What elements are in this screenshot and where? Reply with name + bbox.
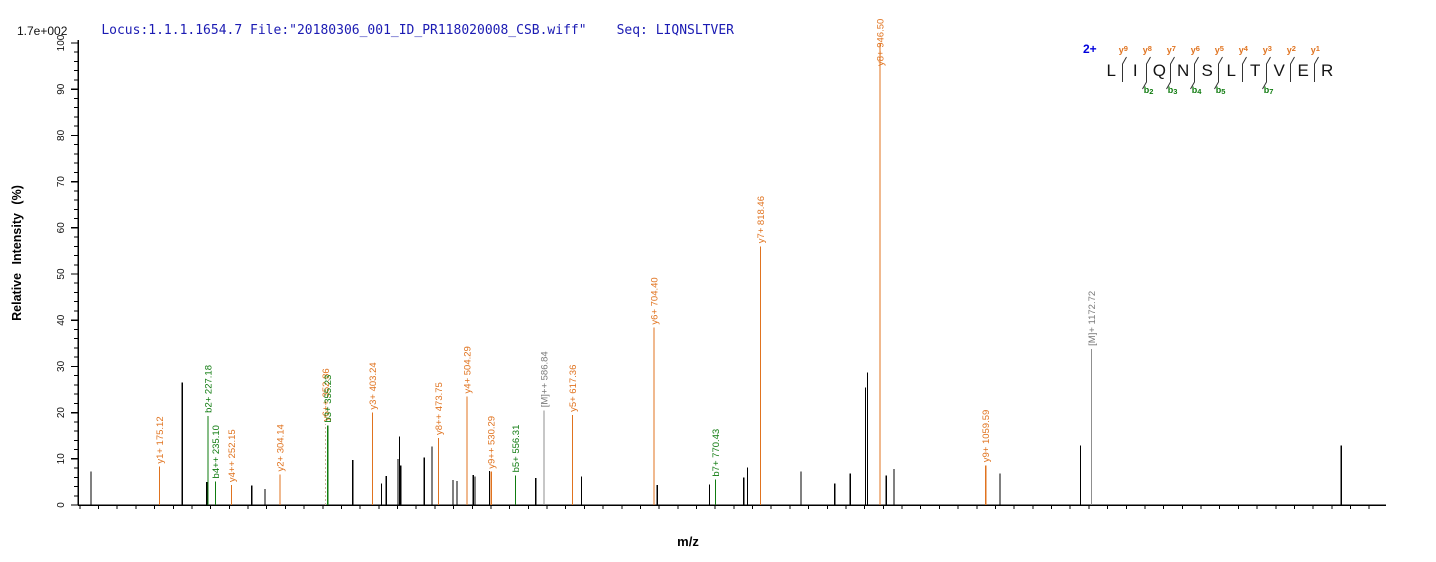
residue-letter: L: [1226, 60, 1236, 80]
peak-label: b4++ 235.10: [211, 425, 222, 478]
peak-label: [M]++ 586.84: [540, 351, 551, 407]
peak-label: y9+ 1059.59: [981, 410, 992, 463]
peak-label: b3+ 355.23: [323, 375, 334, 423]
locus-file-label: Locus:1.1.1.1654.7 File:"20180306_001_ID…: [101, 23, 587, 38]
b-ion-label: b4: [1191, 85, 1202, 96]
peak-label: y8+ 946.50: [876, 19, 887, 66]
max-intensity-label: 1.7e+002: [17, 24, 68, 38]
cleavage-mark-icon: [1141, 56, 1151, 90]
fragment-boundary: y9: [1118, 44, 1129, 93]
y-tick-label: 70: [56, 176, 67, 188]
cleavage-mark-icon: [1213, 56, 1223, 90]
y-tick-label: 40: [56, 314, 67, 326]
residue-letter: V: [1273, 60, 1285, 80]
peak-label: y6++ 352.86: [321, 368, 332, 421]
residue-letter: S: [1201, 60, 1213, 80]
residue-letter: I: [1132, 60, 1138, 80]
y-tick-label: 0: [56, 502, 67, 508]
cleavage-mark-icon: [1165, 56, 1175, 90]
fragment-boundary: y6 b4: [1189, 44, 1202, 96]
cleavage-mark-icon: [1121, 56, 1127, 82]
spectrum-header: Locus:1.1.1.1654.7 File:"20180306_001_ID…: [70, 8, 734, 53]
peak-label: y5+ 617.36: [568, 365, 579, 412]
residue-letter: T: [1249, 60, 1261, 80]
y-ion-label: y8: [1142, 44, 1152, 55]
y-ion-label: y1: [1310, 44, 1320, 55]
fragment-boundary: y1: [1310, 44, 1321, 93]
cleavage-mark-icon: [1189, 56, 1199, 90]
peak-label: [M]+ 1172.72: [1087, 291, 1098, 346]
peak-label: y6+ 704.40: [649, 277, 660, 324]
y-axis-title: Relative Intensity (%): [10, 185, 24, 321]
fragment-boundary: y8 b2: [1141, 44, 1154, 96]
residue-letter: E: [1297, 60, 1309, 80]
fragment-boundary: y2: [1286, 44, 1297, 93]
y-ion-label: y7: [1166, 44, 1176, 55]
peak-label: b5+ 556.31: [511, 425, 522, 473]
peak-label: y4+ 504.29: [462, 346, 473, 393]
y-tick-label: 10: [56, 453, 67, 465]
sequence-label: Seq: LIQNSLTVER: [616, 23, 734, 38]
residue-letter: R: [1321, 60, 1334, 80]
y-tick-label: 60: [56, 222, 67, 234]
x-axis-title: m/z: [677, 534, 699, 549]
peak-label: y3+ 403.24: [368, 362, 379, 409]
y-tick-label: 90: [56, 83, 67, 95]
fragment-boundary: y4: [1238, 44, 1249, 93]
y-tick-label: 30: [56, 360, 67, 372]
residue-letter: L: [1106, 60, 1116, 80]
b-ion-label: b5: [1215, 85, 1226, 96]
b-ion-label: b3: [1167, 85, 1178, 96]
cleavage-mark-icon: [1313, 56, 1319, 82]
peak-label: y9++ 530.29: [487, 416, 498, 469]
cleavage-mark-icon: [1261, 56, 1271, 90]
residue-letter: Q: [1152, 60, 1166, 80]
y-ion-label: y3: [1262, 44, 1272, 55]
fragment-boundary: y3 b7: [1261, 44, 1274, 96]
fragment-boundary: y7 b3: [1165, 44, 1178, 96]
precursor-charge-label: 2+: [1083, 42, 1097, 56]
y-tick-label: 100: [56, 34, 67, 51]
peak-label: y7+ 818.46: [756, 196, 767, 243]
peak-label: b7+ 770.43: [711, 429, 722, 477]
b-ion-label: b2: [1143, 85, 1154, 96]
y-ion-label: y4: [1238, 44, 1248, 55]
peak-label: y8++ 473.75: [434, 382, 445, 435]
y-ion-label: y2: [1286, 44, 1296, 55]
peak-label: y1+ 175.12: [155, 416, 166, 463]
b-ion-label: b7: [1263, 85, 1274, 96]
cleavage-mark-icon: [1289, 56, 1295, 82]
y-ion-label: y9: [1118, 44, 1128, 55]
y-ion-label: y6: [1190, 44, 1200, 55]
peak-label: y4++ 252.15: [227, 429, 238, 482]
y-tick-label: 50: [56, 268, 67, 280]
residue-letter: N: [1177, 60, 1190, 80]
peak-label: b2+ 227.18: [204, 365, 215, 413]
y-tick-label: 80: [56, 129, 67, 141]
y-ion-label: y5: [1214, 44, 1224, 55]
cleavage-mark-icon: [1241, 56, 1247, 82]
peak-label: y2+ 304.14: [275, 424, 286, 471]
fragment-boundary: y5 b5: [1213, 44, 1226, 96]
y-tick-label: 20: [56, 407, 67, 419]
